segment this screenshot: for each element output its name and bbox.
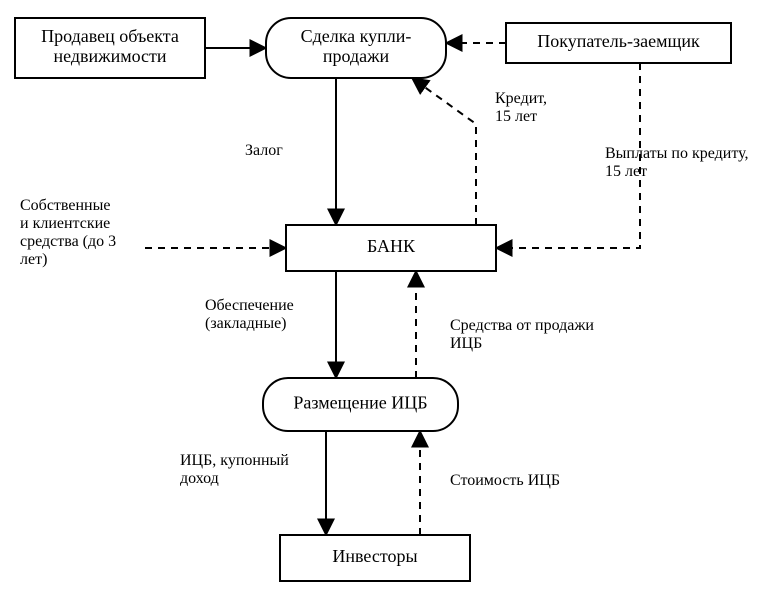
node-invest-label: Инвесторы	[332, 546, 417, 566]
e-buyer-bank-label: Выплаты по кредиту,15 лет	[605, 145, 749, 180]
e-bank-mbs-label: Обеспечение(закладные)	[205, 297, 294, 332]
e-bank-deal: Кредит,15 лет	[412, 78, 547, 225]
e-own-bank-label: Собственныеи клиентскиесредства (до 3лет…	[20, 197, 116, 268]
e-bank-deal-label: Кредит,15 лет	[495, 90, 547, 125]
node-bank-label: БАНК	[367, 236, 416, 256]
node-invest: Инвесторы	[280, 535, 470, 581]
e-invest-mbs-label: Стоимость ИЦБ	[450, 472, 560, 489]
e-mbs-bank-label: Средства от продажиИЦБ	[450, 317, 594, 352]
node-mbs-label: Размещение ИЦБ	[293, 393, 427, 413]
node-buyer: Покупатель-заемщик	[506, 23, 731, 63]
e-deal-bank-label: Залог	[245, 142, 283, 159]
e-own-bank: Собственныеи клиентскиесредства (до 3лет…	[20, 197, 286, 268]
nodes-layer: Продавец объектанедвижимости Сделка купли…	[15, 18, 731, 581]
e-deal-bank: Залог	[245, 78, 336, 225]
flowchart-canvas: Залог Кредит,15 лет Выплаты по кредиту,15 …	[0, 0, 766, 607]
node-deal: Сделка купли-продажи	[266, 18, 446, 78]
e-mbs-bank: Средства от продажиИЦБ	[416, 271, 594, 378]
node-buyer-label: Покупатель-заемщик	[537, 31, 700, 51]
node-mbs: Размещение ИЦБ	[263, 378, 458, 431]
e-invest-mbs: Стоимость ИЦБ	[420, 431, 560, 535]
node-bank: БАНК	[286, 225, 496, 271]
e-mbs-invest-label: ИЦБ, купонныйдоход	[180, 452, 289, 487]
node-seller: Продавец объектанедвижимости	[15, 18, 205, 78]
edges-layer: Залог Кредит,15 лет Выплаты по кредиту,15 …	[20, 43, 749, 535]
node-seller-label: Продавец объектанедвижимости	[41, 26, 179, 66]
e-mbs-invest: ИЦБ, купонныйдоход	[180, 431, 326, 535]
e-bank-mbs: Обеспечение(закладные)	[205, 271, 336, 378]
